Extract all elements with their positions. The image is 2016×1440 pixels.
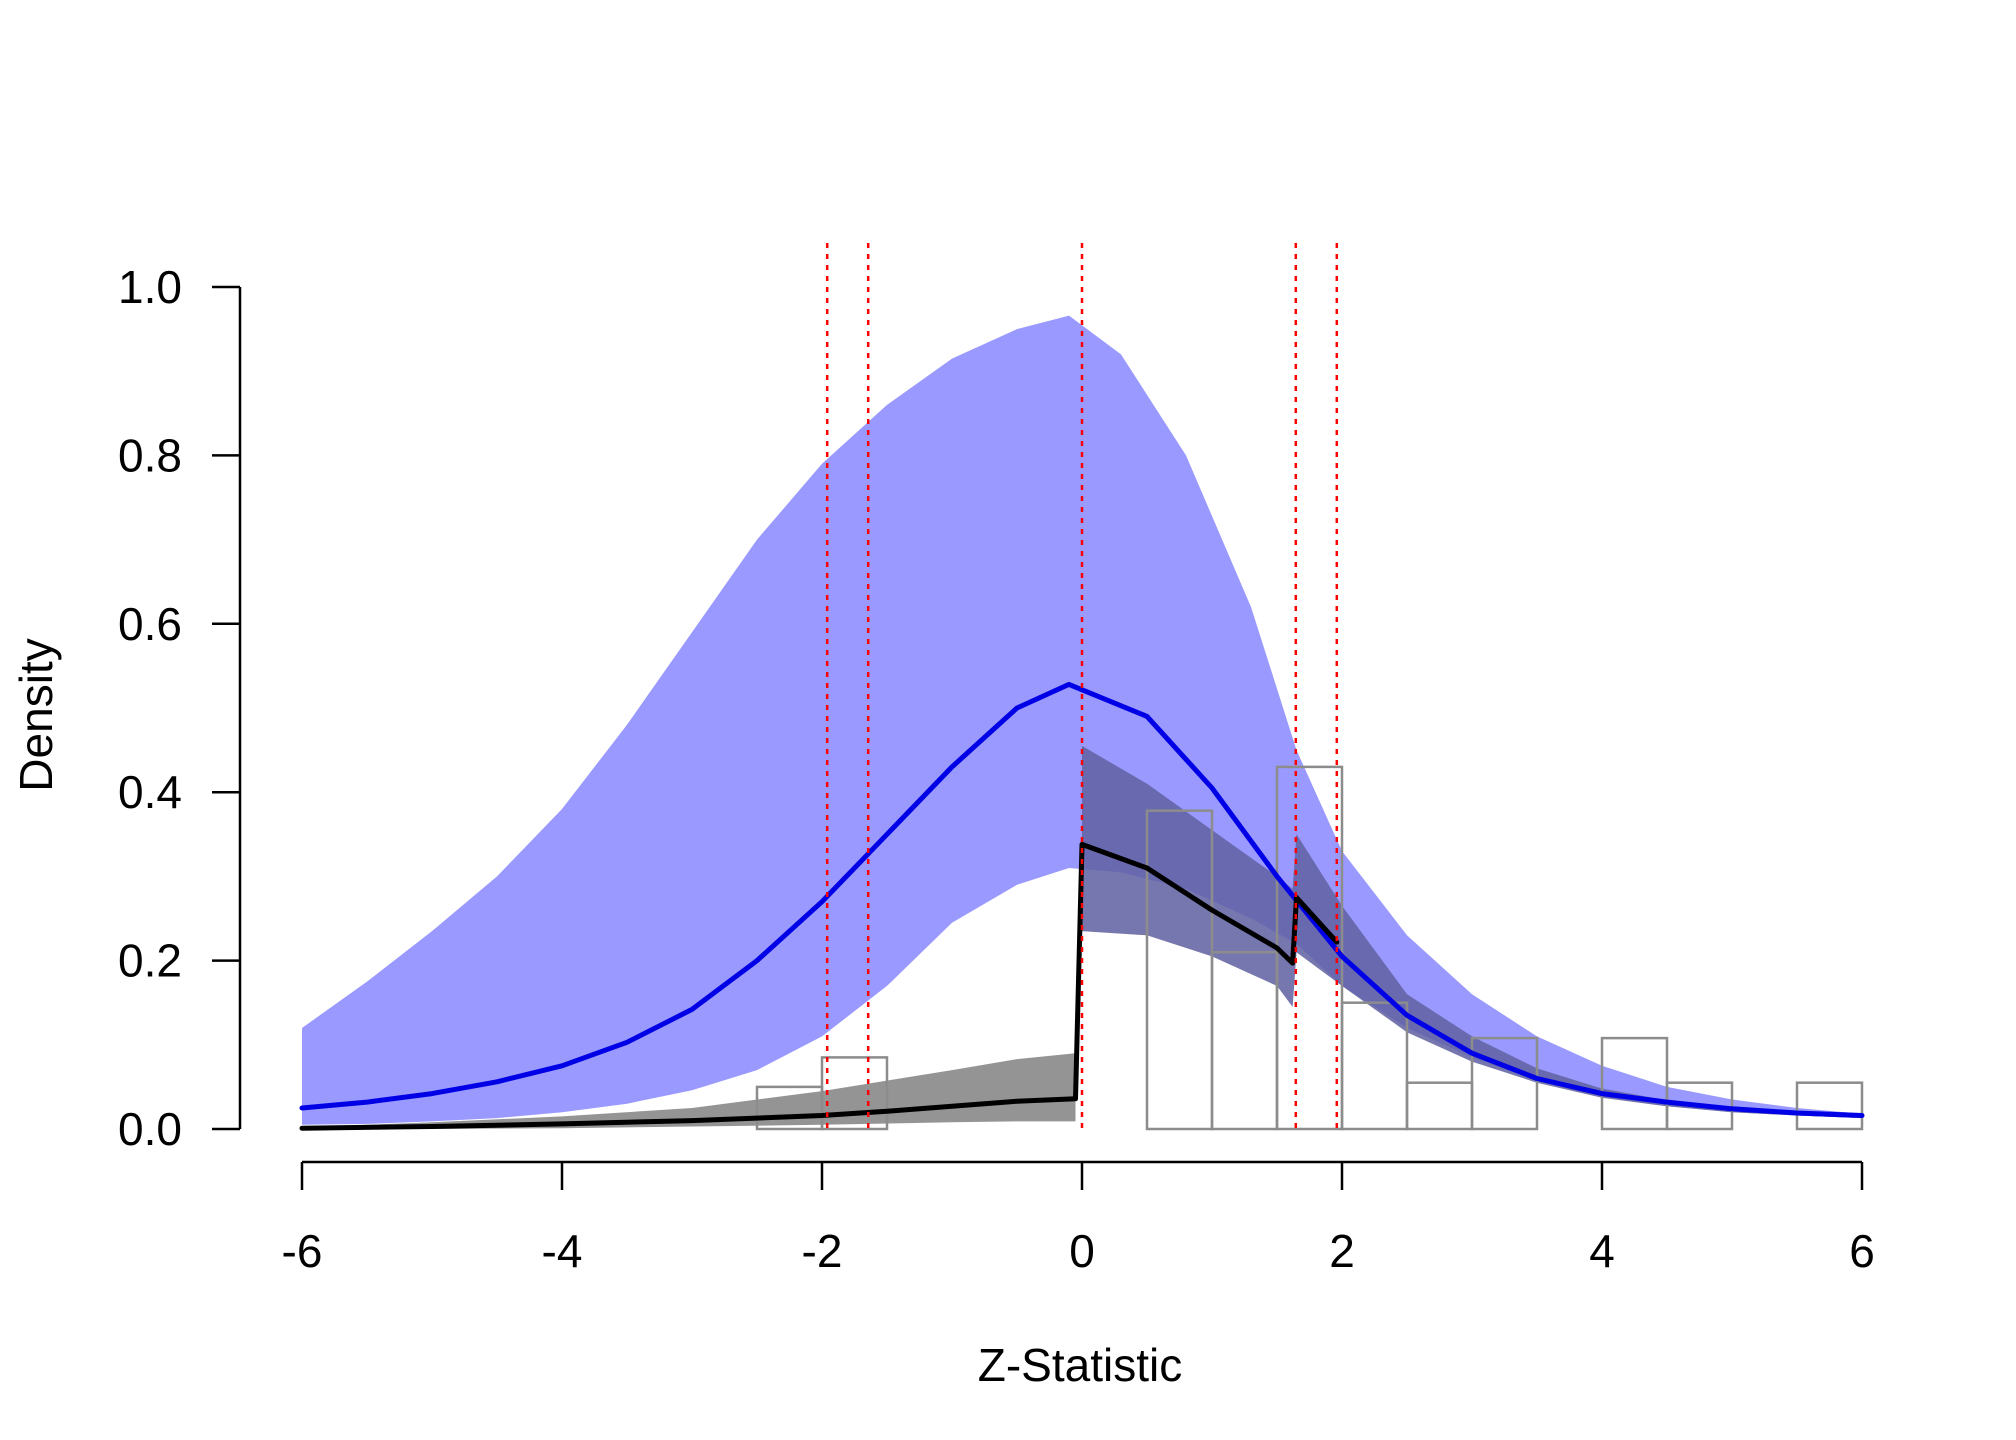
axes: -6 -4 -2 0 2 4 6 0.0 0.2 0.4 0.6 0.8 1.0 [118,261,1875,1277]
y-tick-label: 0.8 [118,429,182,481]
x-tick-label: 6 [1849,1225,1875,1277]
histogram-bar [1470,1036,1539,1131]
x-axis-title: Z-Statistic [978,1339,1182,1391]
x-tick-label: -2 [802,1225,843,1277]
x-tick-label: -6 [282,1225,323,1277]
y-tick-label: 0.6 [118,598,182,650]
y-tick-label: 0.0 [118,1103,182,1155]
histogram-bar [1405,1081,1474,1131]
x-tick-label: 0 [1069,1225,1095,1277]
histogram [755,765,1864,1131]
reference-lines [825,243,1339,1129]
density-black-line [299,841,1340,1131]
x-tick-label: 2 [1329,1225,1355,1277]
y-tick-label: 1.0 [118,261,182,313]
y-axis-title: Density [10,638,62,791]
density-lines [299,681,1865,1131]
histogram-bar [1665,1081,1734,1131]
x-tick-label: 4 [1589,1225,1615,1277]
y-tick-label: 0.2 [118,935,182,987]
density-blue-line [299,681,1865,1118]
y-tick-label: 0.4 [118,766,182,818]
histogram-bar [820,1056,889,1131]
x-tick-label: -4 [542,1225,583,1277]
histogram-bar [1340,1001,1409,1131]
histogram-bar [1795,1081,1864,1131]
